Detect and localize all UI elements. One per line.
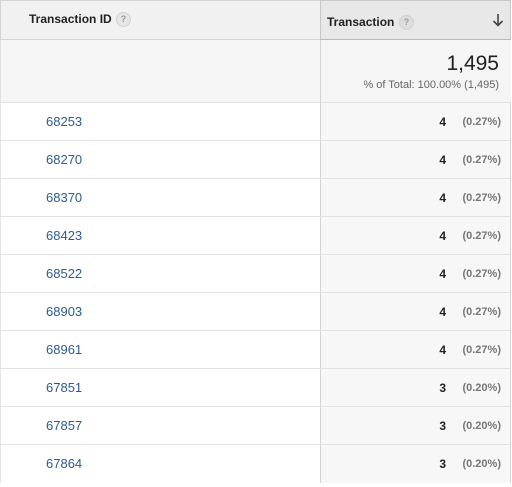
sort-descending-icon[interactable] bbox=[492, 13, 504, 27]
table-body: 68253 4 (0.27%) 68270 4 (0.27%) 68370 4 (0.27%) 6… bbox=[0, 103, 511, 483]
transaction-id-link[interactable]: 68522 bbox=[46, 266, 83, 281]
transaction-id-cell: 68253 bbox=[0, 103, 320, 140]
transaction-percent: (0.27%) bbox=[462, 116, 501, 128]
transaction-count: 4 bbox=[439, 191, 446, 205]
transaction-id-cell: 68961 bbox=[0, 331, 320, 368]
transaction-count: 4 bbox=[439, 343, 446, 357]
transaction-id-link[interactable]: 67857 bbox=[46, 418, 83, 433]
transaction-value-cell: 3 (0.20%) bbox=[320, 369, 511, 406]
transaction-value-cell: 4 (0.27%) bbox=[320, 255, 511, 292]
transaction-percent: (0.27%) bbox=[462, 344, 501, 356]
transaction-value-cell: 4 (0.27%) bbox=[320, 103, 511, 140]
table-row: 67857 3 (0.20%) bbox=[0, 407, 511, 445]
header-transaction[interactable]: Transaction ? bbox=[320, 0, 511, 40]
table-row: 67864 3 (0.20%) bbox=[0, 445, 511, 483]
transaction-count: 3 bbox=[439, 457, 446, 471]
header-transaction-label[interactable]: Transaction bbox=[327, 15, 395, 29]
transaction-percent: (0.27%) bbox=[462, 268, 501, 280]
transaction-percent: (0.20%) bbox=[462, 382, 501, 394]
transaction-id-cell: 68423 bbox=[0, 217, 320, 254]
help-icon[interactable]: ? bbox=[116, 12, 131, 27]
transaction-count: 4 bbox=[439, 153, 446, 167]
total-value: 1,495 bbox=[446, 52, 499, 75]
transaction-count: 4 bbox=[439, 267, 446, 281]
transaction-id-cell: 67851 bbox=[0, 369, 320, 406]
transaction-id-link[interactable]: 68423 bbox=[46, 228, 83, 243]
header-transaction-id[interactable]: Transaction ID ? bbox=[0, 0, 320, 40]
help-icon[interactable]: ? bbox=[399, 15, 414, 30]
transaction-id-link[interactable]: 68253 bbox=[46, 114, 83, 129]
table-row: 67851 3 (0.20%) bbox=[0, 369, 511, 407]
table-row: 68961 4 (0.27%) bbox=[0, 331, 511, 369]
transaction-count: 3 bbox=[439, 381, 446, 395]
transaction-value-cell: 4 (0.27%) bbox=[320, 293, 511, 330]
transaction-percent: (0.27%) bbox=[462, 230, 501, 242]
transaction-id-link[interactable]: 67864 bbox=[46, 456, 83, 471]
transaction-percent: (0.20%) bbox=[462, 458, 501, 470]
transaction-percent: (0.27%) bbox=[462, 154, 501, 166]
transaction-id-cell: 68903 bbox=[0, 293, 320, 330]
transaction-count: 3 bbox=[439, 419, 446, 433]
table-row: 68270 4 (0.27%) bbox=[0, 141, 511, 179]
total-percent-of-total: % of Total: 100.00% (1,495) bbox=[363, 79, 499, 91]
table-row: 68253 4 (0.27%) bbox=[0, 103, 511, 141]
transaction-value-cell: 3 (0.20%) bbox=[320, 407, 511, 444]
transaction-percent: (0.20%) bbox=[462, 420, 501, 432]
transaction-id-cell: 67864 bbox=[0, 445, 320, 483]
transaction-value-cell: 3 (0.20%) bbox=[320, 445, 511, 483]
total-row-value-cell: 1,495 % of Total: 100.00% (1,495) bbox=[320, 40, 511, 103]
transaction-value-cell: 4 (0.27%) bbox=[320, 331, 511, 368]
table-row: 68522 4 (0.27%) bbox=[0, 255, 511, 293]
transaction-id-link[interactable]: 68370 bbox=[46, 190, 83, 205]
transaction-percent: (0.27%) bbox=[462, 306, 501, 318]
transaction-count: 4 bbox=[439, 229, 446, 243]
transaction-id-link[interactable]: 68270 bbox=[46, 152, 83, 167]
table-row: 68903 4 (0.27%) bbox=[0, 293, 511, 331]
transaction-value-cell: 4 (0.27%) bbox=[320, 217, 511, 254]
total-row-label-cell bbox=[0, 40, 320, 103]
transaction-id-link[interactable]: 68961 bbox=[46, 342, 83, 357]
transaction-id-cell: 67857 bbox=[0, 407, 320, 444]
transaction-value-cell: 4 (0.27%) bbox=[320, 179, 511, 216]
table-row: 68370 4 (0.27%) bbox=[0, 179, 511, 217]
transaction-id-link[interactable]: 67851 bbox=[46, 380, 83, 395]
transaction-id-link[interactable]: 68903 bbox=[46, 304, 83, 319]
transaction-id-cell: 68270 bbox=[0, 141, 320, 178]
transaction-id-cell: 68522 bbox=[0, 255, 320, 292]
transaction-id-cell: 68370 bbox=[0, 179, 320, 216]
transaction-count: 4 bbox=[439, 115, 446, 129]
transaction-count: 4 bbox=[439, 305, 446, 319]
header-transaction-id-label[interactable]: Transaction ID bbox=[29, 12, 112, 26]
table-row: 68423 4 (0.27%) bbox=[0, 217, 511, 255]
transaction-percent: (0.27%) bbox=[462, 192, 501, 204]
transaction-value-cell: 4 (0.27%) bbox=[320, 141, 511, 178]
